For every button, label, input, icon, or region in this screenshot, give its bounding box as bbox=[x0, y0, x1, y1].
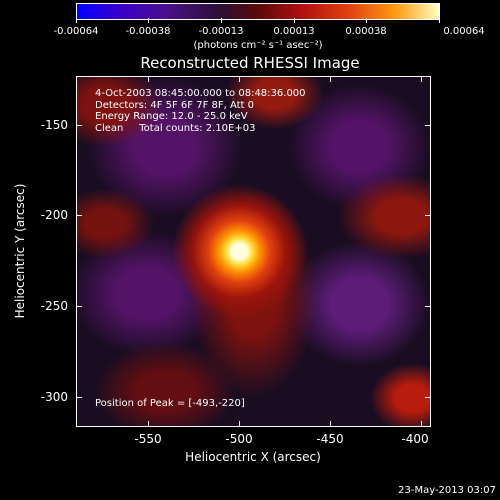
rhessi-image-plot bbox=[76, 76, 431, 427]
colorbar-tick bbox=[148, 18, 149, 23]
chart-title: Reconstructed RHESSI Image bbox=[140, 54, 360, 72]
y-tick-mark bbox=[76, 215, 82, 216]
y-tick-mark bbox=[76, 397, 82, 398]
y-tick-label: -150 bbox=[40, 118, 68, 132]
colorbar-label: 0.00013 bbox=[273, 26, 315, 37]
x-tick-label: -500 bbox=[225, 432, 253, 446]
y-axis-title: Heliocentric Y (arcsec) bbox=[13, 183, 27, 319]
colorbar-tick bbox=[294, 18, 295, 23]
x-tick-mark bbox=[148, 76, 149, 82]
colorbar-label: 0.00064 bbox=[443, 26, 485, 37]
y-tick-mark bbox=[76, 306, 82, 307]
x-tick-mark bbox=[421, 421, 422, 427]
x-tick-mark bbox=[239, 76, 240, 82]
x-tick-mark bbox=[330, 421, 331, 427]
y-tick-mark bbox=[425, 125, 431, 126]
peak-position-label: Position of Peak = [-493,-220] bbox=[95, 398, 245, 409]
x-tick-label: -450 bbox=[316, 432, 344, 446]
x-tick-mark bbox=[148, 421, 149, 427]
colorbar-tick bbox=[366, 18, 367, 23]
colorbar-tick bbox=[76, 18, 77, 23]
colorbar-tick bbox=[439, 18, 440, 23]
info-time-range: 4-Oct-2003 08:45:00.000 to 08:48:36.000 bbox=[95, 88, 306, 99]
x-tick-mark bbox=[239, 421, 240, 427]
y-tick-label: -300 bbox=[40, 390, 68, 404]
y-tick-mark bbox=[425, 215, 431, 216]
x-tick-mark bbox=[330, 76, 331, 82]
colorbar bbox=[76, 3, 440, 20]
colorbar-unit: (photons cm⁻² s⁻¹ asec⁻²) bbox=[193, 40, 323, 51]
y-tick-mark bbox=[425, 397, 431, 398]
y-tick-label: -200 bbox=[40, 208, 68, 222]
colorbar-label: -0.00013 bbox=[198, 26, 244, 37]
x-tick-label: -550 bbox=[134, 432, 162, 446]
colorbar-label: -0.00064 bbox=[53, 26, 99, 37]
colorbar-label: 0.00038 bbox=[345, 26, 387, 37]
colorbar-tick bbox=[221, 18, 222, 23]
x-tick-label: -400 bbox=[401, 432, 429, 446]
x-tick-mark bbox=[421, 76, 422, 82]
colorbar-label: -0.00038 bbox=[125, 26, 171, 37]
y-tick-mark bbox=[425, 306, 431, 307]
info-detectors: Detectors: 4F 5F 6F 7F 8F, Att 0 bbox=[95, 99, 255, 111]
x-axis-title: Heliocentric X (arcsec) bbox=[185, 450, 321, 464]
observation-info: 4-Oct-2003 08:45:00.000 to 08:48:36.000 … bbox=[95, 88, 306, 134]
info-energy-range: Energy Range: 12.0 - 25.0 keV bbox=[95, 111, 248, 122]
info-clean-counts: Clean Total counts: 2.10E+03 bbox=[95, 122, 256, 134]
y-tick-label: -250 bbox=[40, 299, 68, 313]
y-tick-mark bbox=[76, 125, 82, 126]
generation-timestamp: 23-May-2013 03:07 bbox=[398, 485, 496, 496]
